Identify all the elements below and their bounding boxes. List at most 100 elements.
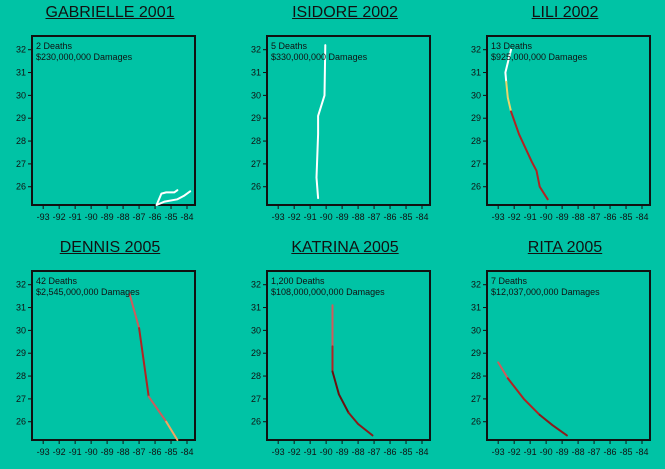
x-tick: -88 [352,205,365,222]
track-segment [155,190,192,206]
x-tick-label: -89 [101,212,114,222]
y-tick: 29 [251,113,267,123]
x-tick-label: -93 [37,447,50,457]
chart-title: KATRINA 2005 [291,239,399,256]
chart-title: LILI 2002 [531,4,599,21]
y-tick: 32 [251,280,267,290]
track-segment [165,420,179,441]
x-tick-label: -91 [69,212,82,222]
y-tick: 32 [471,280,487,290]
x-tick: -86 [384,440,397,457]
x-tick: -92 [288,440,301,457]
x-tick: -92 [288,205,301,222]
y-tick-label: 29 [16,348,26,358]
y-tick-label: 26 [471,417,481,427]
x-tick: -91 [69,440,82,457]
x-tick: -90 [540,205,553,222]
x-tick: -87 [588,440,601,457]
x-tick: -91 [304,205,317,222]
y-tick: 30 [16,325,32,335]
y-tick-label: 26 [16,182,26,192]
x-tick: -91 [304,440,317,457]
y-tick-label: 27 [16,159,26,169]
y-tick: 27 [251,394,267,404]
y-tick-label: 29 [471,348,481,358]
chart-panel: DENNIS 2005 26 27 28 29 30 31 32 -93 -92 -91 -90 -89… [0,235,220,469]
y-tick-label: 28 [471,371,481,381]
x-tick: -93 [37,205,50,222]
x-tick-label: -93 [272,212,285,222]
damages-label: $925,000,000 Damages [491,52,588,62]
x-tick: -93 [492,205,505,222]
deaths-label: 7 Deaths [491,276,528,286]
x-tick: -85 [400,205,413,222]
y-tick-label: 26 [16,417,26,427]
chart-title: GABRIELLE 2001 [45,4,175,21]
x-tick-label: -88 [352,447,365,457]
y-tick: 30 [16,90,32,100]
x-tick: -89 [556,205,569,222]
y-tick-label: 32 [16,280,26,290]
y-tick-label: 32 [471,45,481,55]
x-tick-label: -88 [117,212,130,222]
x-tick-label: -92 [53,447,66,457]
x-tick-label: -88 [572,212,585,222]
x-tick-label: -89 [336,212,349,222]
x-tick-label: -87 [368,447,381,457]
chart-panel: GABRIELLE 2001 26 27 28 29 30 31 32 -93 -92 -91 -90… [0,0,220,234]
y-tick-label: 28 [251,371,261,381]
x-tick-label: -84 [181,447,194,457]
chart-panel: KATRINA 2005 26 27 28 29 30 31 32 -93 -92 -91 -90 -8… [235,235,455,469]
x-tick-label: -84 [416,212,429,222]
x-tick-label: -90 [85,447,98,457]
y-tick: 31 [251,303,267,313]
x-tick-label: -84 [636,212,649,222]
y-tick: 30 [471,90,487,100]
x-tick: -87 [368,440,381,457]
x-tick-label: -87 [133,447,146,457]
x-tick: -92 [53,440,66,457]
x-tick-label: -89 [556,212,569,222]
y-tick: 30 [251,90,267,100]
plot-frame [266,35,431,206]
y-tick-label: 32 [16,45,26,55]
x-tick-label: -85 [400,447,413,457]
x-tick: -89 [101,440,114,457]
y-tick-label: 28 [251,136,261,146]
x-tick-label: -86 [604,212,617,222]
damages-label: $108,000,000,000 Damages [271,287,385,297]
x-tick-label: -91 [524,212,537,222]
x-tick-label: -90 [320,212,333,222]
y-tick-label: 32 [251,45,261,55]
x-tick-label: -91 [304,212,317,222]
x-tick: -88 [352,440,365,457]
y-tick-label: 31 [251,303,261,313]
x-tick: -86 [604,440,617,457]
x-tick-label: -85 [165,447,178,457]
y-tick: 32 [471,45,487,55]
y-tick-label: 30 [471,325,481,335]
y-tick-label: 26 [251,417,261,427]
x-tick-label: -85 [165,212,178,222]
damages-label: $230,000,000 Damages [36,52,133,62]
track-segment [138,327,150,398]
track-segment [128,292,141,330]
y-tick-label: 28 [16,371,26,381]
x-tick-label: -86 [149,447,162,457]
plot-frame [266,270,431,441]
x-tick-label: -89 [336,447,349,457]
y-tick-label: 27 [251,159,261,169]
x-tick-label: -92 [288,447,301,457]
x-tick: -92 [508,440,521,457]
x-tick: -93 [272,205,285,222]
x-tick: -84 [636,205,649,222]
x-tick: -91 [69,205,82,222]
y-tick: 30 [251,325,267,335]
x-tick-label: -84 [181,212,194,222]
x-tick: -84 [181,205,194,222]
track-segment [538,413,568,437]
x-tick-label: -86 [384,212,397,222]
y-tick: 29 [16,113,32,123]
